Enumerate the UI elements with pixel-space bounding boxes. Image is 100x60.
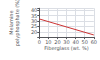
svg-text:20: 20 bbox=[54, 39, 60, 45]
svg-text:10: 10 bbox=[45, 39, 51, 45]
svg-text:60: 60 bbox=[91, 39, 97, 45]
svg-text:Melamine: Melamine bbox=[8, 10, 14, 35]
svg-text:35: 35 bbox=[31, 13, 37, 19]
svg-text:0: 0 bbox=[38, 39, 41, 45]
svg-text:40: 40 bbox=[31, 7, 37, 13]
svg-text:40: 40 bbox=[72, 39, 78, 45]
svg-text:polyphosphate (%): polyphosphate (%) bbox=[14, 0, 21, 46]
svg-text:25: 25 bbox=[31, 23, 37, 29]
svg-text:20: 20 bbox=[31, 29, 37, 35]
svg-text:30: 30 bbox=[63, 39, 69, 45]
svg-text:50: 50 bbox=[82, 39, 88, 45]
svg-text:30: 30 bbox=[31, 18, 37, 24]
svg-text:Fiberglass (wt. %): Fiberglass (wt. %) bbox=[44, 45, 88, 52]
